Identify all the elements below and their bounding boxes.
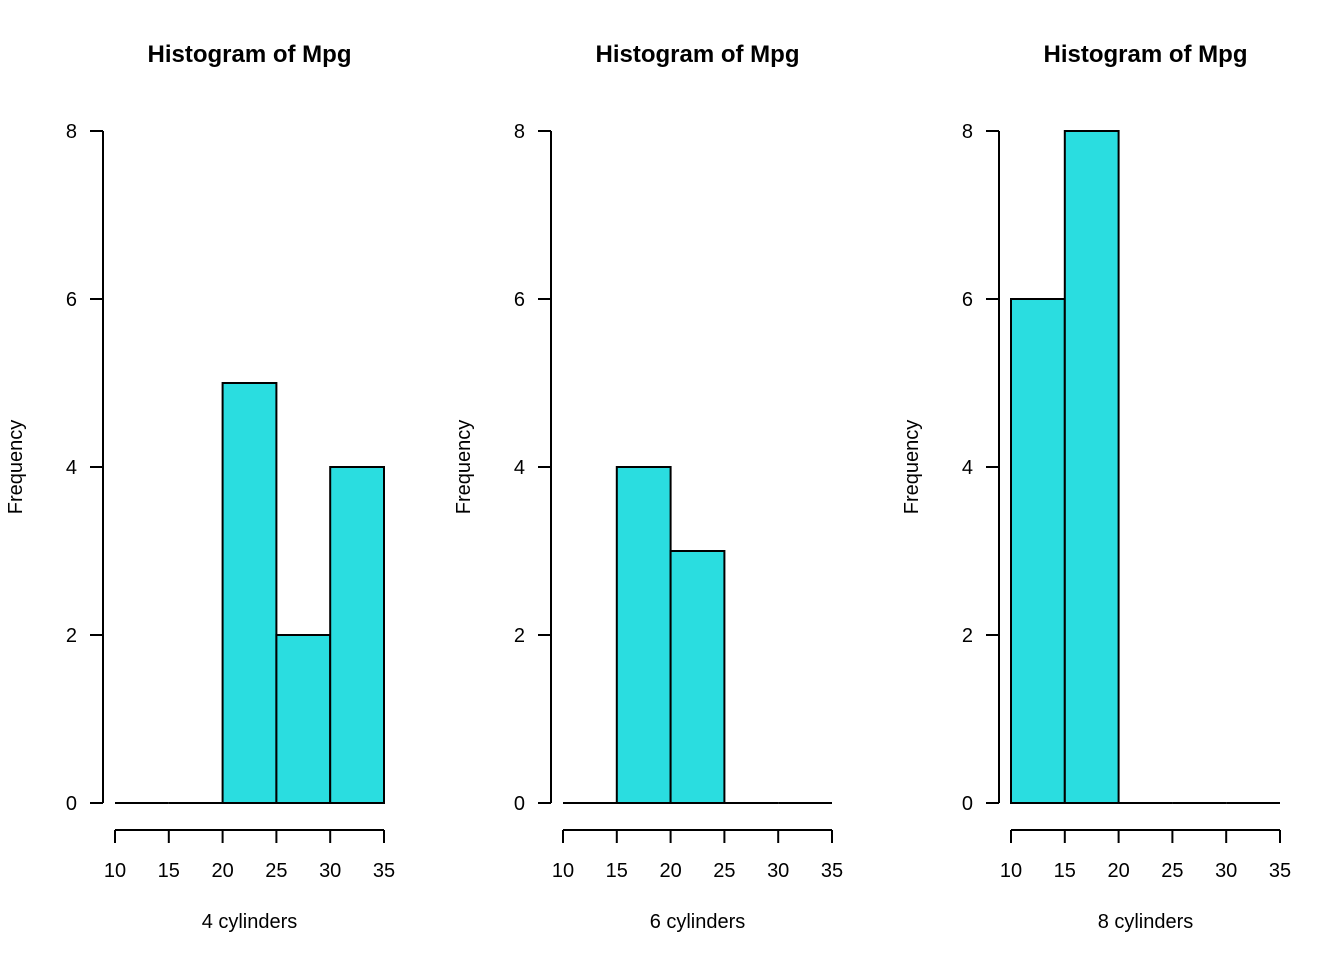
x-axis-label: 6 cylinders	[650, 911, 746, 933]
y-tick-label: 2	[962, 625, 973, 647]
y-tick-label: 4	[962, 457, 973, 479]
y-tick-label: 8	[514, 121, 525, 143]
y-tick-label: 0	[962, 793, 973, 815]
y-tick-label: 4	[66, 457, 77, 479]
y-tick-label: 6	[514, 289, 525, 311]
y-tick-label: 6	[962, 289, 973, 311]
histogram-panel-2: Histogram of Mpg 0 2 4 6 8 Frequency 10 15 20 25 30…	[453, 41, 843, 933]
y-axis-label: Frequency	[453, 420, 475, 515]
x-tick-label: 20	[659, 860, 681, 882]
x-tick-label: 10	[104, 860, 126, 882]
y-tick-label: 0	[66, 793, 77, 815]
histogram-panel-1: Histogram of Mpg 0 2 4 6 8 Frequency 10 15 20 25 30…	[5, 41, 395, 933]
x-tick-label: 35	[821, 860, 843, 882]
x-tick-label: 15	[1054, 860, 1076, 882]
y-tick-label: 0	[514, 793, 525, 815]
histogram-bar	[669, 550, 726, 804]
histogram-bar	[275, 634, 332, 804]
chart-title: Histogram of Mpg	[596, 41, 800, 68]
y-axis-label: Frequency	[901, 420, 923, 515]
x-tick-label: 25	[713, 860, 735, 882]
x-axis-label: 8 cylinders	[1098, 911, 1194, 933]
y-tick-label: 2	[66, 625, 77, 647]
x-tick-label: 25	[265, 860, 287, 882]
x-tick-label: 20	[211, 860, 233, 882]
y-tick-label: 4	[514, 457, 525, 479]
x-tick-label: 35	[373, 860, 395, 882]
x-tick-label: 20	[1107, 860, 1129, 882]
histogram-bar	[1010, 298, 1066, 804]
y-tick-label: 2	[514, 625, 525, 647]
x-tick-label: 15	[158, 860, 180, 882]
histogram-bar	[615, 466, 672, 804]
x-tick-label: 30	[319, 860, 341, 882]
chart-title: Histogram of Mpg	[1044, 41, 1248, 68]
chart-title: Histogram of Mpg	[148, 41, 352, 68]
y-tick-label: 8	[962, 121, 973, 143]
x-tick-label: 25	[1161, 860, 1183, 882]
x-tick-label: 30	[1215, 860, 1237, 882]
y-tick-label: 6	[66, 289, 77, 311]
y-tick-label: 8	[66, 121, 77, 143]
histogram-panel-3: Histogram of Mpg 0 2 4 6 8 Frequency 10 15 20 25 30…	[901, 41, 1291, 933]
x-tick-label: 10	[1000, 860, 1022, 882]
histogram-bar	[1063, 130, 1120, 804]
x-tick-label: 35	[1269, 860, 1291, 882]
x-tick-label: 15	[606, 860, 628, 882]
x-tick-label: 10	[552, 860, 574, 882]
histogram-bar	[221, 382, 278, 804]
histogram-bar	[329, 466, 386, 804]
x-axis-label: 4 cylinders	[202, 911, 298, 933]
x-tick-label: 30	[767, 860, 789, 882]
y-axis-label: Frequency	[5, 420, 27, 515]
